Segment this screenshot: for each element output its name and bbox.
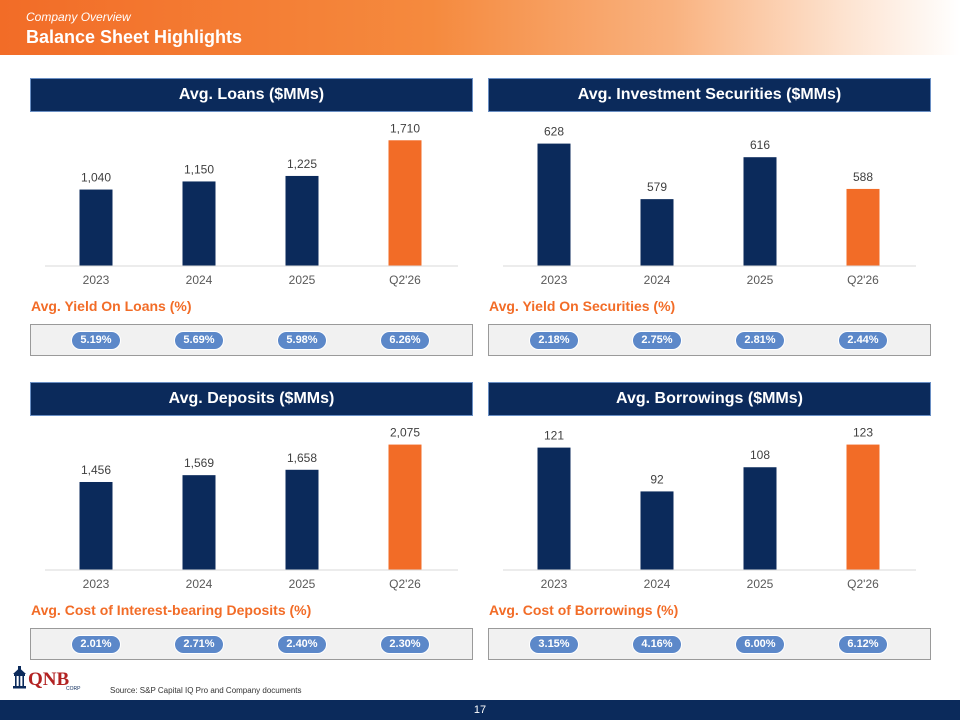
metric-title: Avg. Yield On Loans (%) [31,298,192,314]
bar [79,481,113,570]
category-label: 2025 [747,273,774,287]
category-label: 2023 [83,273,110,287]
pill-value: 4.16% [632,635,682,654]
category-label: 2024 [186,273,213,287]
metric-title: Avg. Yield On Securities (%) [489,298,676,314]
data-label: 123 [853,426,873,440]
footer-bar: 17 [0,700,960,720]
pill-value: 5.98% [277,331,327,350]
category-label: 2024 [644,577,671,591]
bar [846,188,880,266]
pill-value: 6.00% [735,635,785,654]
pill-value: 2.40% [277,635,327,654]
bar [79,189,113,266]
qnb-corp-logo: QNB CORP [13,666,81,692]
category-label: Q2'26 [389,577,421,591]
svg-text:QNB: QNB [28,669,70,690]
pill-value: 3.15% [529,635,579,654]
panel-title: Avg. Loans ($MMs) [30,78,473,112]
data-label: 1,225 [287,157,317,171]
category-label: 2024 [186,577,213,591]
data-label: 92 [650,472,664,486]
category-label: 2023 [541,273,568,287]
header-subtitle: Company Overview [26,10,131,24]
metric-title: Avg. Cost of Interest-bearing Deposits (… [31,602,312,618]
data-label: 1,658 [287,451,317,465]
bar [182,475,216,570]
pill-row: 2.01% 2.71% 2.40% 2.30% [30,628,473,660]
panel-avg-borrowings: Avg. Borrowings ($MMs) 121 2023 92 2024 108 2… [488,382,931,660]
data-label: 2,075 [390,426,420,440]
page-title: Balance Sheet Highlights [26,27,243,47]
data-label: 1,150 [184,162,214,176]
bar [743,467,777,570]
pill-value: 5.69% [174,331,224,350]
pill-row: 5.19% 5.69% 5.98% 6.26% [30,324,473,356]
category-label: 2025 [747,577,774,591]
pill-value: 2.18% [529,331,579,350]
bar [640,491,674,570]
bar [537,447,571,570]
pill-row: 3.15% 4.16% 6.00% 6.12% [488,628,931,660]
pill-value: 2.01% [71,635,121,654]
data-label: 616 [750,138,770,152]
avg-securities-chart: 628 2023 579 2024 616 2025 588 Q2'26 [503,125,916,287]
pill-value: 2.75% [632,331,682,350]
panel-avg-investment-securities: Avg. Investment Securities ($MMs) 628 202… [488,78,931,356]
data-label: 121 [544,429,564,443]
data-label: 1,569 [184,456,214,470]
bar [388,444,422,570]
pill-value: 2.30% [380,635,430,654]
building-icon [13,666,26,689]
bar [388,140,422,266]
pill-value: 2.71% [174,635,224,654]
pill-value: 6.26% [380,331,430,350]
panel-avg-loans: Avg. Loans ($MMs) 1,040 2023 1,150 2024 1,22… [30,78,473,356]
bar [285,175,319,266]
category-label: 2023 [83,577,110,591]
category-label: 2025 [289,577,316,591]
panel-title: Avg. Deposits ($MMs) [30,382,473,416]
data-label: 628 [544,125,564,139]
pill-value: 2.44% [838,331,888,350]
header-banner: Company Overview Balance Sheet Highlight… [0,0,960,55]
bar [743,157,777,266]
data-label: 1,456 [81,463,111,477]
pill-value: 5.19% [71,331,121,350]
category-label: 2024 [644,273,671,287]
svg-text:CORP: CORP [66,686,81,692]
bar [640,199,674,266]
metric-title: Avg. Cost of Borrowings (%) [489,602,679,618]
pill-value: 2.81% [735,331,785,350]
category-label: 2025 [289,273,316,287]
category-label: 2023 [541,577,568,591]
pill-value: 6.12% [838,635,888,654]
bar [285,469,319,570]
data-label: 1,710 [390,121,420,135]
bar [182,181,216,266]
page-number: 17 [473,704,487,716]
category-label: Q2'26 [847,273,879,287]
bar [846,444,880,570]
avg-deposits-chart: 1,456 2023 1,569 2024 1,658 2025 2,075 Q2'26 [45,426,458,591]
panel-title: Avg. Borrowings ($MMs) [488,382,931,416]
data-label: 1,040 [81,171,111,185]
category-label: Q2'26 [847,577,879,591]
panel-title: Avg. Investment Securities ($MMs) [488,78,931,112]
data-label: 588 [853,170,873,184]
panel-avg-deposits: Avg. Deposits ($MMs) 1,456 2023 1,569 2024 1… [30,382,473,660]
pill-row: 2.18% 2.75% 2.81% 2.44% [488,324,931,356]
source-note: Source: S&P Capital IQ Pro and Company d… [110,686,302,695]
avg-borrowings-chart: 121 2023 92 2024 108 2025 123 Q2'26 [503,426,916,591]
category-label: Q2'26 [389,273,421,287]
data-label: 579 [647,180,667,194]
data-label: 108 [750,448,770,462]
bar [537,143,571,266]
avg-loans-chart: 1,040 2023 1,150 2024 1,225 2025 1,710 Q2'26 [45,121,458,287]
